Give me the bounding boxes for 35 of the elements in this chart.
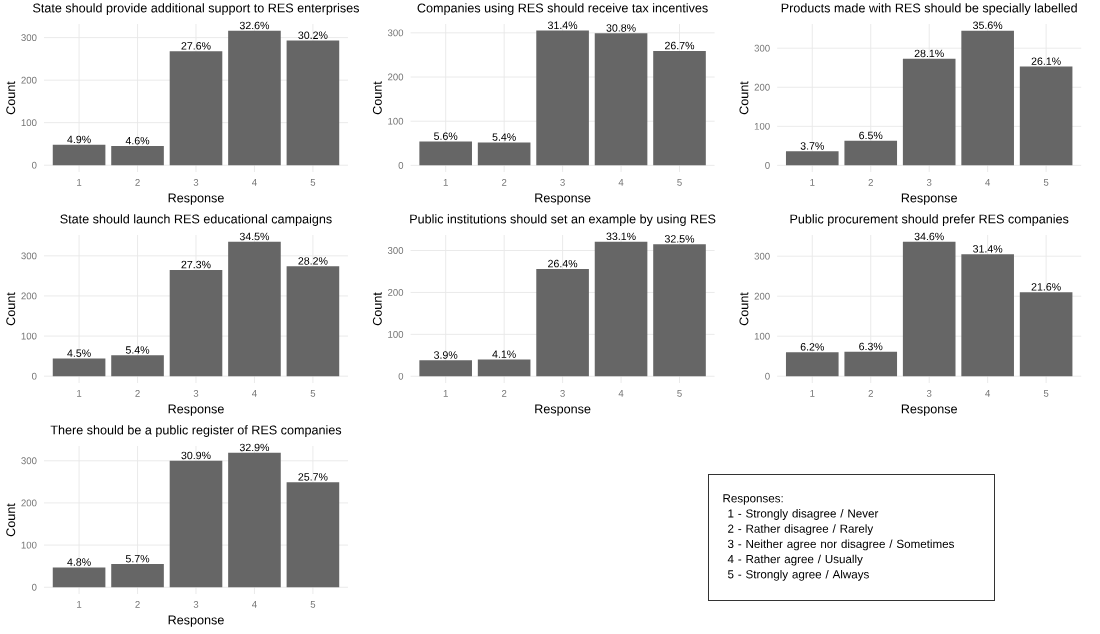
bar xyxy=(785,352,839,377)
bar xyxy=(419,360,472,377)
bar xyxy=(228,241,281,377)
bar xyxy=(594,33,648,166)
bar xyxy=(169,51,223,166)
bar xyxy=(286,40,340,166)
bar xyxy=(594,241,648,377)
bar xyxy=(286,482,340,588)
bar xyxy=(111,355,164,377)
bar xyxy=(844,351,898,377)
bar xyxy=(961,254,1014,377)
bar xyxy=(169,460,223,588)
bar xyxy=(536,30,589,166)
bar xyxy=(52,358,106,377)
bar xyxy=(111,146,164,166)
bar xyxy=(653,50,706,166)
bar xyxy=(477,142,531,166)
bar xyxy=(111,564,164,588)
bar xyxy=(536,268,589,377)
bar xyxy=(52,144,106,166)
bar xyxy=(477,359,531,377)
bar xyxy=(844,140,898,166)
bar xyxy=(228,30,281,166)
bar xyxy=(902,241,956,377)
bar xyxy=(286,266,340,377)
bar xyxy=(653,244,706,377)
bar xyxy=(419,141,472,166)
bar xyxy=(785,151,839,166)
bar xyxy=(1019,66,1073,166)
bar xyxy=(169,269,223,377)
bar xyxy=(1019,292,1073,377)
bar xyxy=(228,452,281,588)
bar xyxy=(52,567,106,588)
bar xyxy=(961,30,1014,166)
bar xyxy=(902,58,956,166)
